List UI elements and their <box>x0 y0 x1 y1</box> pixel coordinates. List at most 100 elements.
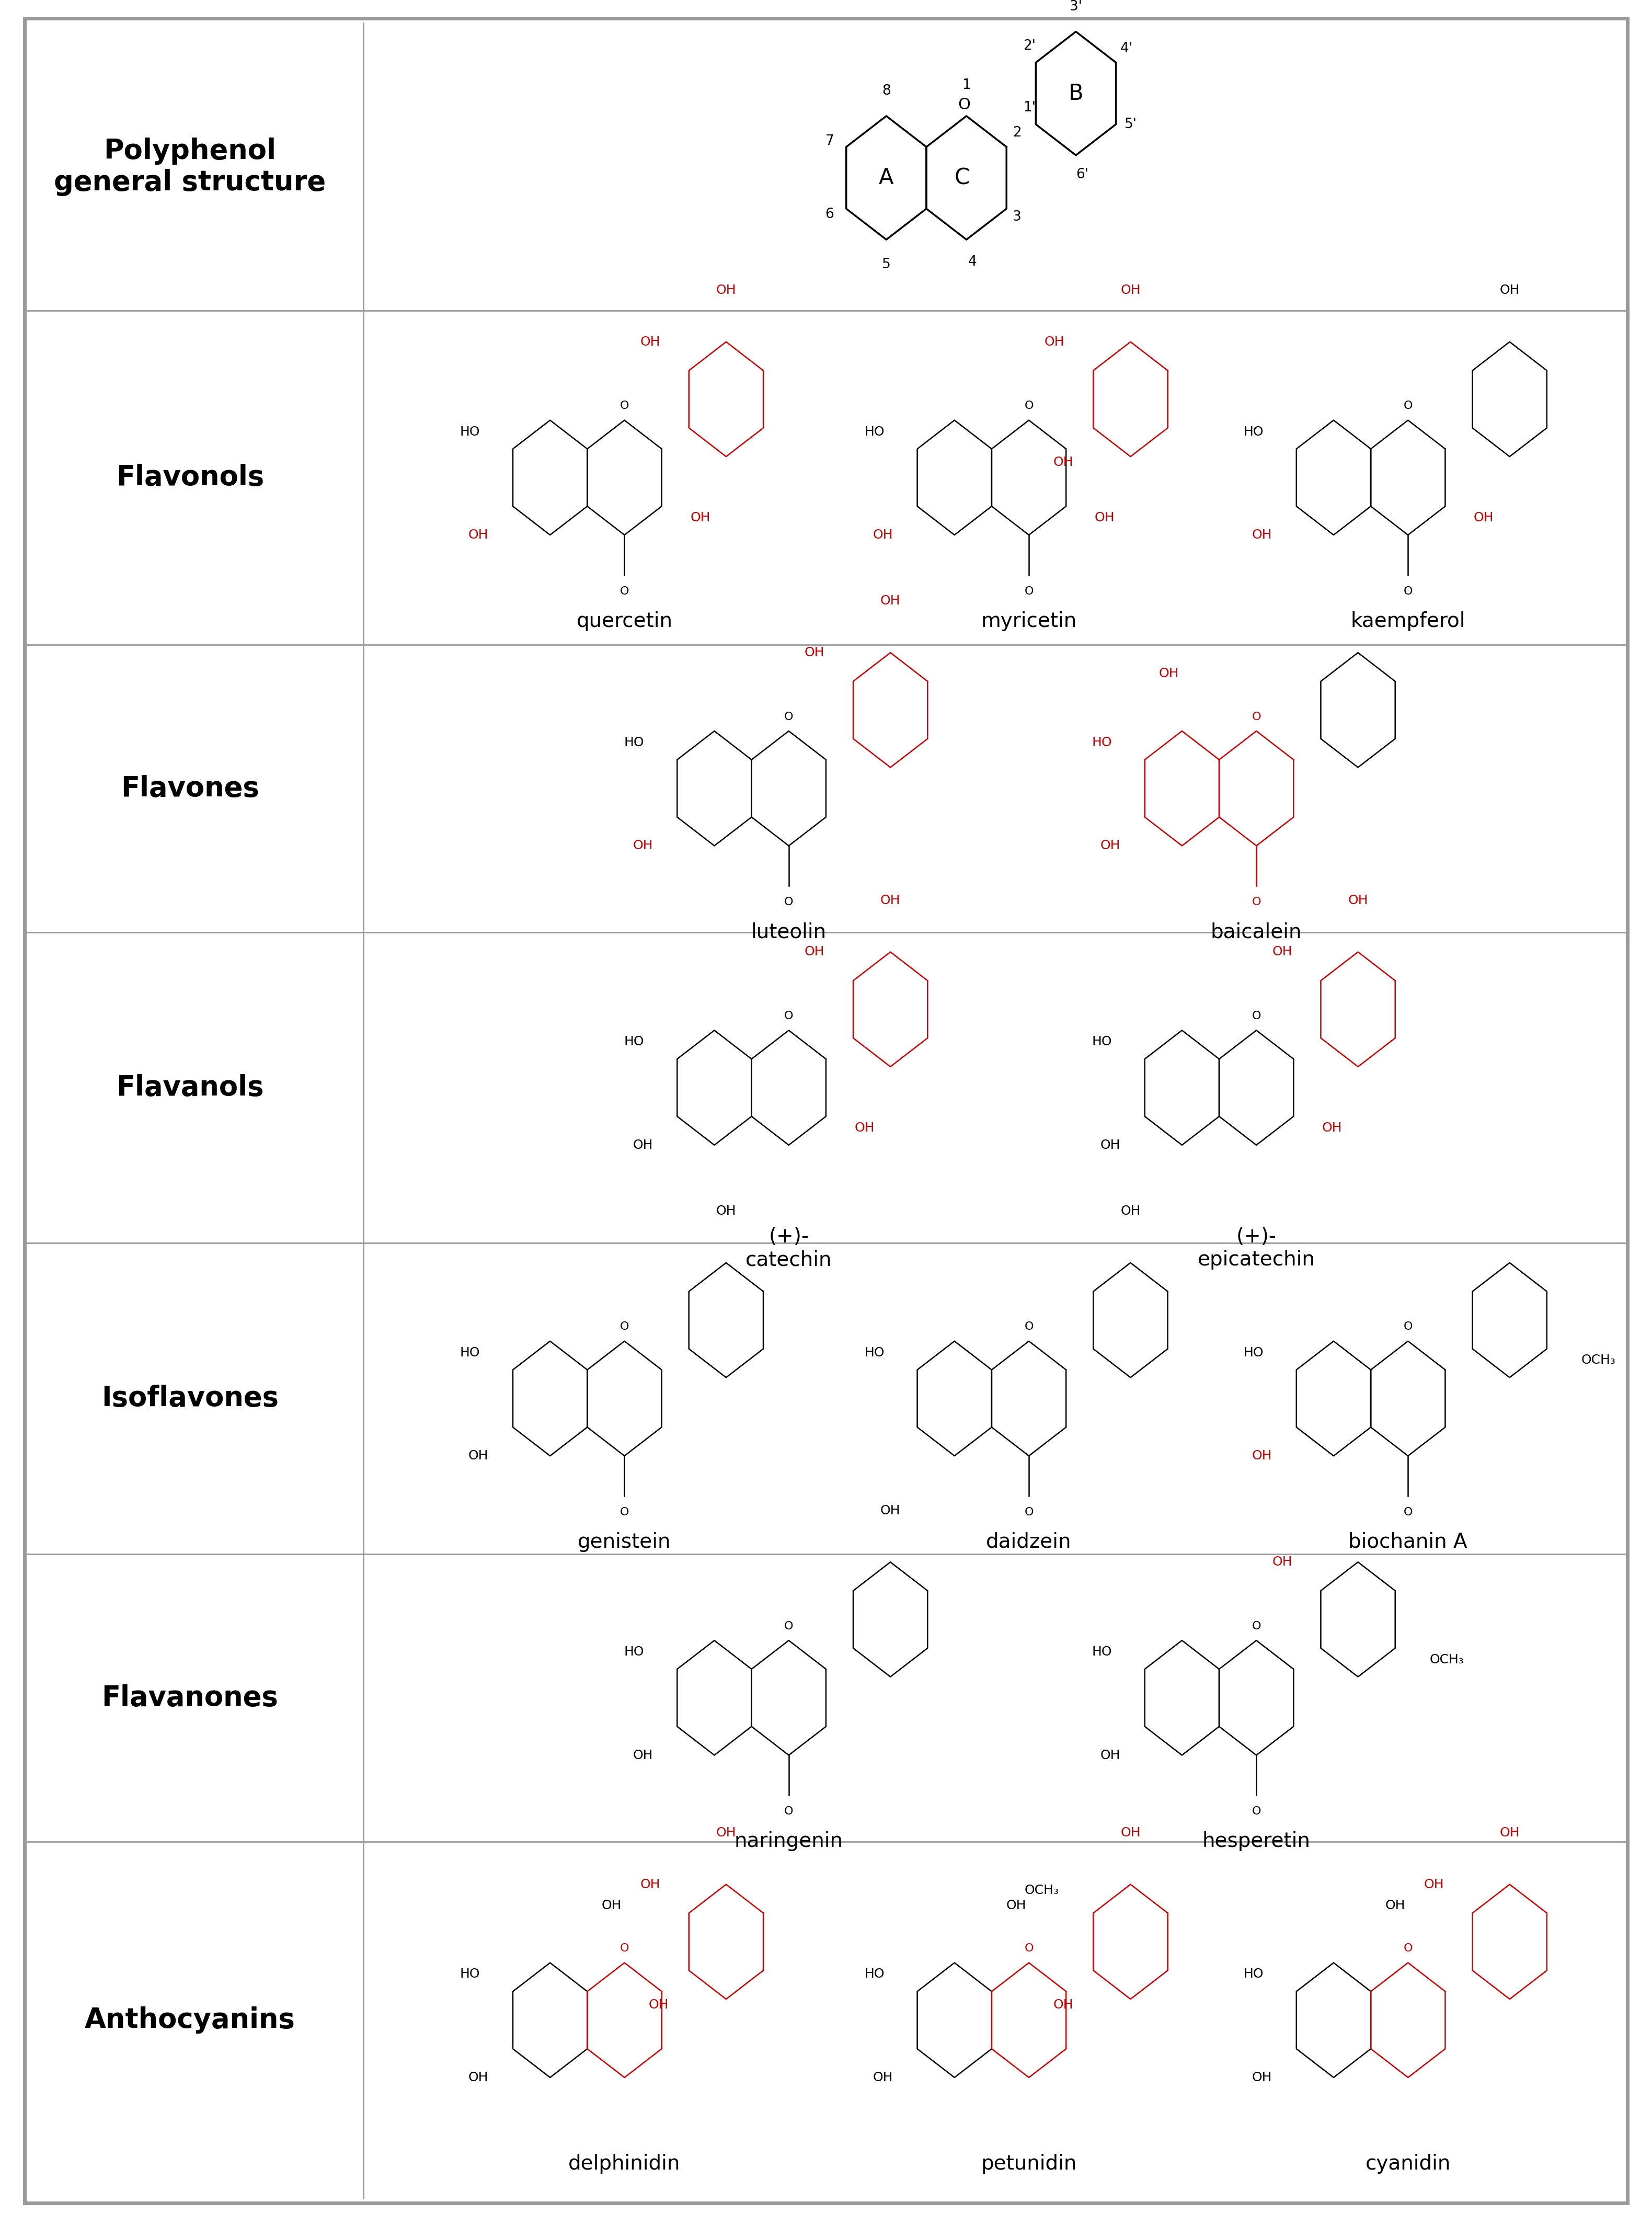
Text: O: O <box>1024 1508 1034 1517</box>
Text: O: O <box>1024 401 1034 412</box>
Text: O: O <box>1024 1322 1034 1333</box>
Text: O: O <box>1024 587 1034 596</box>
Text: (+)-
catechin: (+)- catechin <box>745 1227 833 1271</box>
Text: B: B <box>1069 82 1084 104</box>
Text: (+)-
epicatechin: (+)- epicatechin <box>1198 1227 1315 1271</box>
Text: OH: OH <box>715 1204 737 1218</box>
Text: OH: OH <box>1160 666 1180 680</box>
Text: OCH₃: OCH₃ <box>1581 1355 1616 1366</box>
Text: O: O <box>620 1322 629 1333</box>
Text: OH: OH <box>1095 511 1115 525</box>
Text: OH: OH <box>805 945 824 959</box>
Text: Polyphenol
general structure: Polyphenol general structure <box>55 137 325 197</box>
Text: HO: HO <box>459 425 481 438</box>
Text: 8: 8 <box>882 84 890 97</box>
Text: 6': 6' <box>1075 168 1089 182</box>
Text: 6: 6 <box>826 208 834 221</box>
Text: OCH₃: OCH₃ <box>1024 1884 1059 1897</box>
Text: daidzein: daidzein <box>986 1532 1072 1552</box>
Text: HO: HO <box>864 1968 884 1982</box>
Text: HO: HO <box>1244 1968 1264 1982</box>
Text: luteolin: luteolin <box>752 921 826 941</box>
Text: biochanin A: biochanin A <box>1348 1532 1467 1552</box>
Text: OH: OH <box>715 1827 737 1840</box>
Text: Flavones: Flavones <box>121 775 259 801</box>
Text: OH: OH <box>1500 1827 1520 1840</box>
Text: HO: HO <box>1092 1645 1112 1658</box>
Text: OH: OH <box>1100 1138 1120 1151</box>
Text: O: O <box>1252 1807 1260 1818</box>
Text: petunidin: petunidin <box>981 2154 1077 2174</box>
Text: OH: OH <box>881 1503 900 1517</box>
Text: HO: HO <box>1092 1036 1112 1047</box>
Text: O: O <box>958 97 970 113</box>
Text: OH: OH <box>1120 1204 1140 1218</box>
Text: O: O <box>1404 1944 1412 1953</box>
Text: OH: OH <box>1272 1556 1292 1568</box>
Text: kaempferol: kaempferol <box>1351 611 1465 631</box>
Text: genistein: genistein <box>578 1532 671 1552</box>
Text: O: O <box>785 897 793 908</box>
Text: 2: 2 <box>1013 126 1021 139</box>
Text: cyanidin: cyanidin <box>1365 2154 1450 2174</box>
Text: quercetin: quercetin <box>577 611 672 631</box>
Text: HO: HO <box>1244 1346 1264 1359</box>
Text: O: O <box>1252 897 1260 908</box>
Text: HO: HO <box>624 1645 644 1658</box>
Text: OH: OH <box>881 596 900 607</box>
Text: HO: HO <box>459 1968 481 1982</box>
Text: OH: OH <box>641 1877 661 1891</box>
Text: O: O <box>1252 1012 1260 1021</box>
Text: Isoflavones: Isoflavones <box>101 1386 279 1413</box>
Text: OH: OH <box>1100 839 1120 852</box>
Text: O: O <box>620 401 629 412</box>
Text: OH: OH <box>469 2072 489 2083</box>
Text: O: O <box>785 1807 793 1818</box>
Text: OH: OH <box>1348 894 1368 906</box>
Text: 1': 1' <box>1023 102 1036 115</box>
Text: O: O <box>1024 1944 1034 1953</box>
Text: O: O <box>620 587 629 596</box>
Text: OH: OH <box>1120 1827 1140 1840</box>
Text: 4': 4' <box>1120 42 1133 55</box>
Text: O: O <box>785 1621 793 1632</box>
Text: OH: OH <box>1252 2072 1272 2083</box>
Text: HO: HO <box>459 1346 481 1359</box>
Text: OH: OH <box>1474 511 1493 525</box>
Text: baicalein: baicalein <box>1211 921 1302 941</box>
Text: OH: OH <box>691 511 710 525</box>
Text: OH: OH <box>872 2072 894 2083</box>
Text: OH: OH <box>1054 456 1074 469</box>
Text: OH: OH <box>633 1749 653 1762</box>
Text: naringenin: naringenin <box>735 1831 843 1851</box>
Text: OH: OH <box>1252 1450 1272 1461</box>
Text: HO: HO <box>864 1346 884 1359</box>
Text: O: O <box>620 1944 629 1953</box>
Text: OH: OH <box>469 1450 489 1461</box>
Text: O: O <box>1252 1621 1260 1632</box>
Text: OH: OH <box>1424 1877 1444 1891</box>
Text: O: O <box>620 1508 629 1517</box>
Text: HO: HO <box>624 737 644 748</box>
Text: HO: HO <box>624 1036 644 1047</box>
Text: O: O <box>785 1012 793 1021</box>
Text: 1: 1 <box>961 80 971 93</box>
Text: OH: OH <box>1272 945 1292 959</box>
Text: myricetin: myricetin <box>981 611 1077 631</box>
Text: OH: OH <box>1006 1900 1026 1911</box>
Text: Flavanols: Flavanols <box>116 1074 264 1100</box>
Text: OH: OH <box>854 1122 874 1134</box>
Text: OH: OH <box>633 1138 653 1151</box>
Text: 2': 2' <box>1023 40 1036 53</box>
Text: O: O <box>1404 401 1412 412</box>
Text: OH: OH <box>1054 1999 1074 2010</box>
Text: O: O <box>1252 711 1260 722</box>
Text: OH: OH <box>1252 529 1272 540</box>
Text: OH: OH <box>1044 337 1064 348</box>
Text: OH: OH <box>1500 283 1520 297</box>
Text: Flavanones: Flavanones <box>102 1685 278 1711</box>
Text: delphinidin: delphinidin <box>568 2154 681 2174</box>
Text: OH: OH <box>641 337 661 348</box>
Text: O: O <box>785 711 793 722</box>
Text: OH: OH <box>881 894 900 906</box>
